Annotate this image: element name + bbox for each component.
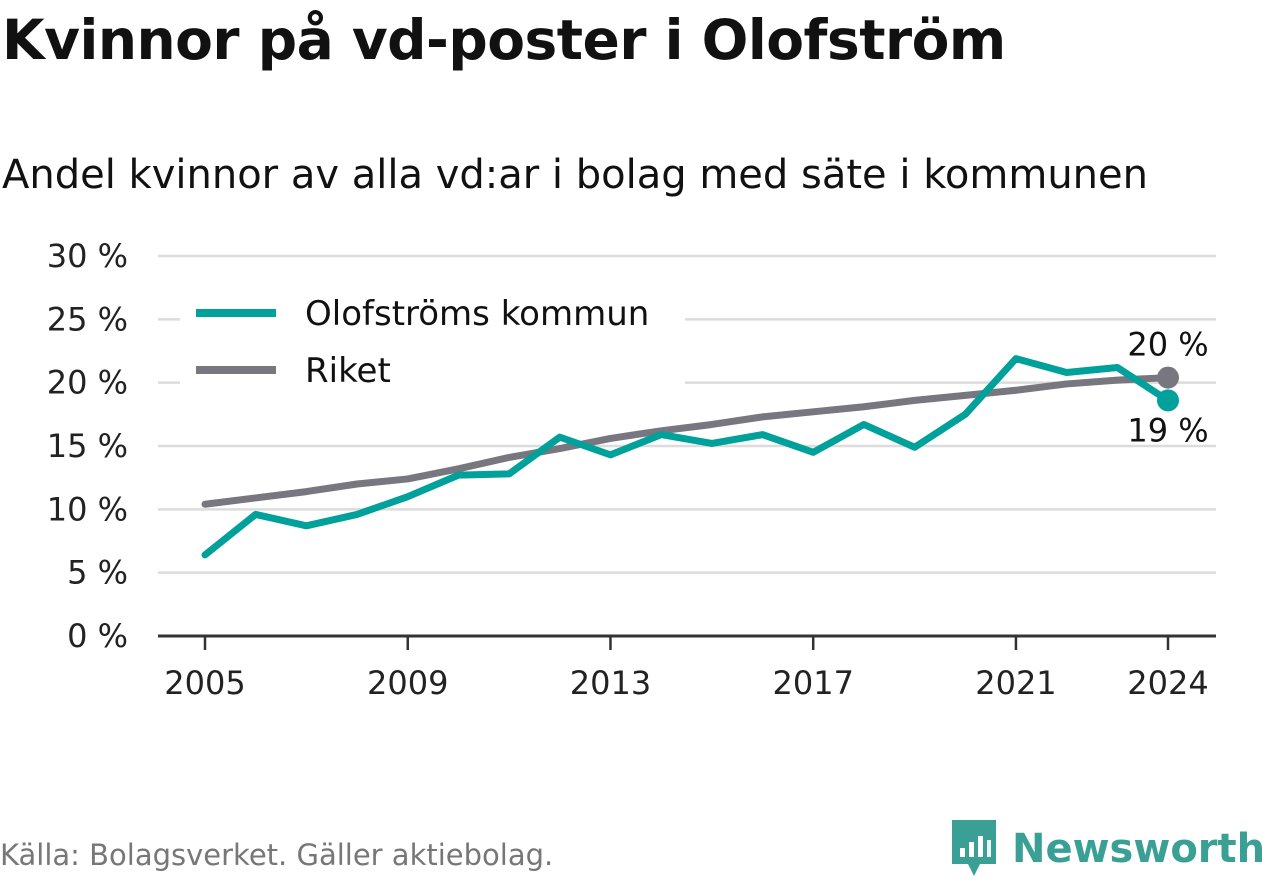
source-note: Källa: Bolagsverket. Gäller aktiebolag. (0, 838, 554, 872)
y-tick-label: 25 % (47, 300, 128, 338)
x-axis-ticks: 2005 2009 2013 2017 2021 2024 (164, 636, 1209, 702)
series-line-olofstrom (201, 355, 1172, 559)
y-tick-label: 20 % (47, 364, 128, 402)
legend: Olofströms kommun Riket (180, 286, 685, 396)
brand-logo: Newsworthy (948, 818, 1262, 880)
line-chart: 0 %5 %10 %15 %20 %25 %30 % 2005 2009 2013 2… (47, 237, 1216, 702)
x-tick-label: 2017 (772, 664, 853, 702)
legend-label: Riket (305, 351, 391, 391)
end-point-riket (1157, 366, 1179, 389)
end-label-olofstrom: 19 % (1127, 411, 1208, 449)
x-tick-label: 2021 (975, 664, 1056, 702)
x-tick-label: 2013 (570, 664, 651, 702)
x-tick-label: 2024 (1127, 664, 1208, 702)
legend-box (180, 286, 685, 396)
y-tick-label: 5 % (67, 554, 128, 592)
y-tick-label: 0 % (67, 617, 128, 655)
y-tick-label: 15 % (47, 427, 128, 465)
y-tick-label: 30 % (47, 237, 128, 275)
series-lines: 20 % 19 % (201, 326, 1209, 559)
chart-title: Kvinnor på vd-poster i Olofström (2, 8, 1006, 72)
chart-subtitle: Andel kvinnor av alla vd:ar i bolag med … (2, 152, 1148, 198)
x-tick-label: 2009 (367, 664, 448, 702)
y-tick-label: 10 % (47, 490, 128, 528)
end-point-olofstrom (1157, 389, 1179, 412)
series-line-riket (201, 374, 1172, 508)
legend-label: Olofströms kommun (305, 294, 649, 334)
brand-name: Newsworthy (1012, 826, 1262, 872)
end-label-riket: 20 % (1127, 326, 1208, 364)
newsworthy-logo-icon (952, 820, 996, 876)
y-axis-ticks: 0 % 5 % 10 % 15 % 20 % 25 % 30 % (47, 237, 128, 655)
x-tick-label: 2005 (164, 664, 245, 702)
